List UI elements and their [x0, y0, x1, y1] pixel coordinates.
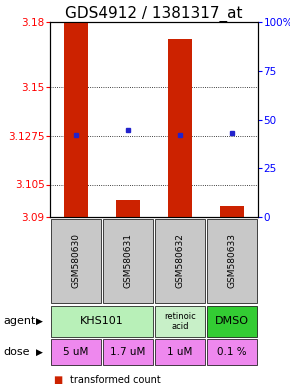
Text: 1.7 uM: 1.7 uM — [110, 347, 146, 357]
Text: 0.1 %: 0.1 % — [217, 347, 247, 357]
Text: agent: agent — [3, 316, 35, 326]
Bar — [220, 206, 244, 217]
Text: GSM580631: GSM580631 — [124, 233, 133, 288]
Text: GSM580632: GSM580632 — [175, 233, 184, 288]
Bar — [207, 306, 257, 337]
Bar — [155, 306, 205, 337]
Text: ▶: ▶ — [35, 317, 42, 326]
Bar — [103, 219, 153, 303]
Bar — [103, 339, 153, 366]
Text: retinoic
acid: retinoic acid — [164, 312, 196, 331]
Bar — [51, 219, 101, 303]
Title: GDS4912 / 1381317_at: GDS4912 / 1381317_at — [65, 6, 243, 22]
Text: ■: ■ — [53, 375, 62, 384]
Text: DMSO: DMSO — [215, 316, 249, 326]
Text: dose: dose — [3, 347, 29, 357]
Bar — [207, 339, 257, 366]
Bar — [155, 339, 205, 366]
Text: 5 uM: 5 uM — [63, 347, 89, 357]
Bar — [51, 339, 101, 366]
Text: ▶: ▶ — [35, 348, 42, 356]
Text: transformed count: transformed count — [70, 375, 161, 384]
Text: KHS101: KHS101 — [80, 316, 124, 326]
Bar — [207, 219, 257, 303]
Text: 1 uM: 1 uM — [167, 347, 193, 357]
Bar — [168, 39, 192, 217]
Text: GSM580630: GSM580630 — [72, 233, 81, 288]
Bar — [64, 22, 88, 217]
Bar — [51, 306, 153, 337]
Bar — [155, 219, 205, 303]
Text: GSM580633: GSM580633 — [227, 233, 237, 288]
Bar — [116, 200, 140, 217]
